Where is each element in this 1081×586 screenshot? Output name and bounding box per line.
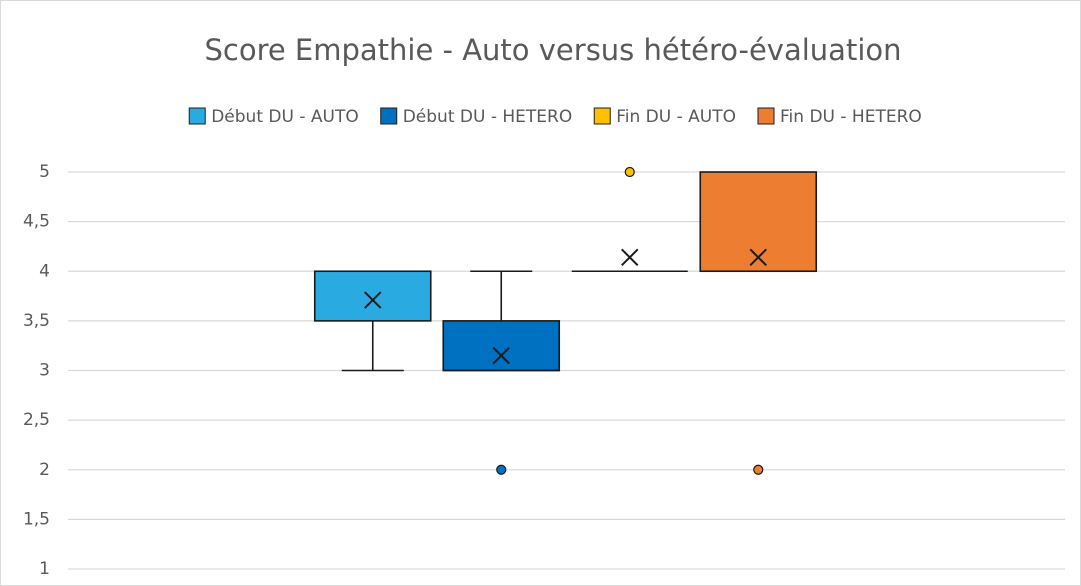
legend-label: Fin DU - AUTO: [616, 107, 736, 127]
y-tick-label: 3: [39, 361, 50, 381]
box: [313, 270, 432, 322]
legend-label: Début DU - HETERO: [403, 107, 573, 127]
outlier: [496, 464, 507, 475]
y-tick-label: 4: [39, 261, 50, 281]
mean-marker: [749, 248, 767, 267]
legend-swatch: [593, 107, 611, 125]
mean-marker: [621, 248, 639, 267]
y-tick-label: 2,5: [23, 410, 50, 430]
y-tick-label: 5: [39, 162, 50, 182]
mean-marker: [364, 291, 382, 309]
legend-label: Fin DU - HETERO: [780, 107, 922, 127]
y-tick-label: 3,5: [23, 311, 50, 331]
outlier: [624, 166, 635, 178]
mean-marker: [492, 346, 510, 365]
legend-swatch: [757, 107, 775, 125]
chart-title: Score Empathie - Auto versus hétéro-éval…: [204, 33, 901, 67]
y-tick-label: 4,5: [23, 212, 50, 232]
y-tick-label: 1,5: [23, 509, 50, 529]
outlier: [753, 464, 764, 475]
y-tick-label: 1: [39, 559, 50, 579]
legend-swatch: [188, 107, 206, 125]
y-tick-label: 2: [39, 460, 50, 480]
box: [442, 320, 561, 372]
legend-label: Début DU - AUTO: [211, 107, 359, 127]
legend-swatch: [380, 107, 398, 125]
